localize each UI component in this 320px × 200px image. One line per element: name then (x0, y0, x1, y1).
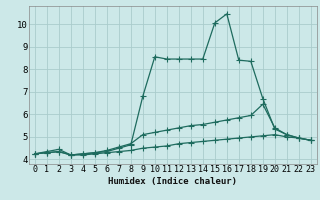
X-axis label: Humidex (Indice chaleur): Humidex (Indice chaleur) (108, 177, 237, 186)
